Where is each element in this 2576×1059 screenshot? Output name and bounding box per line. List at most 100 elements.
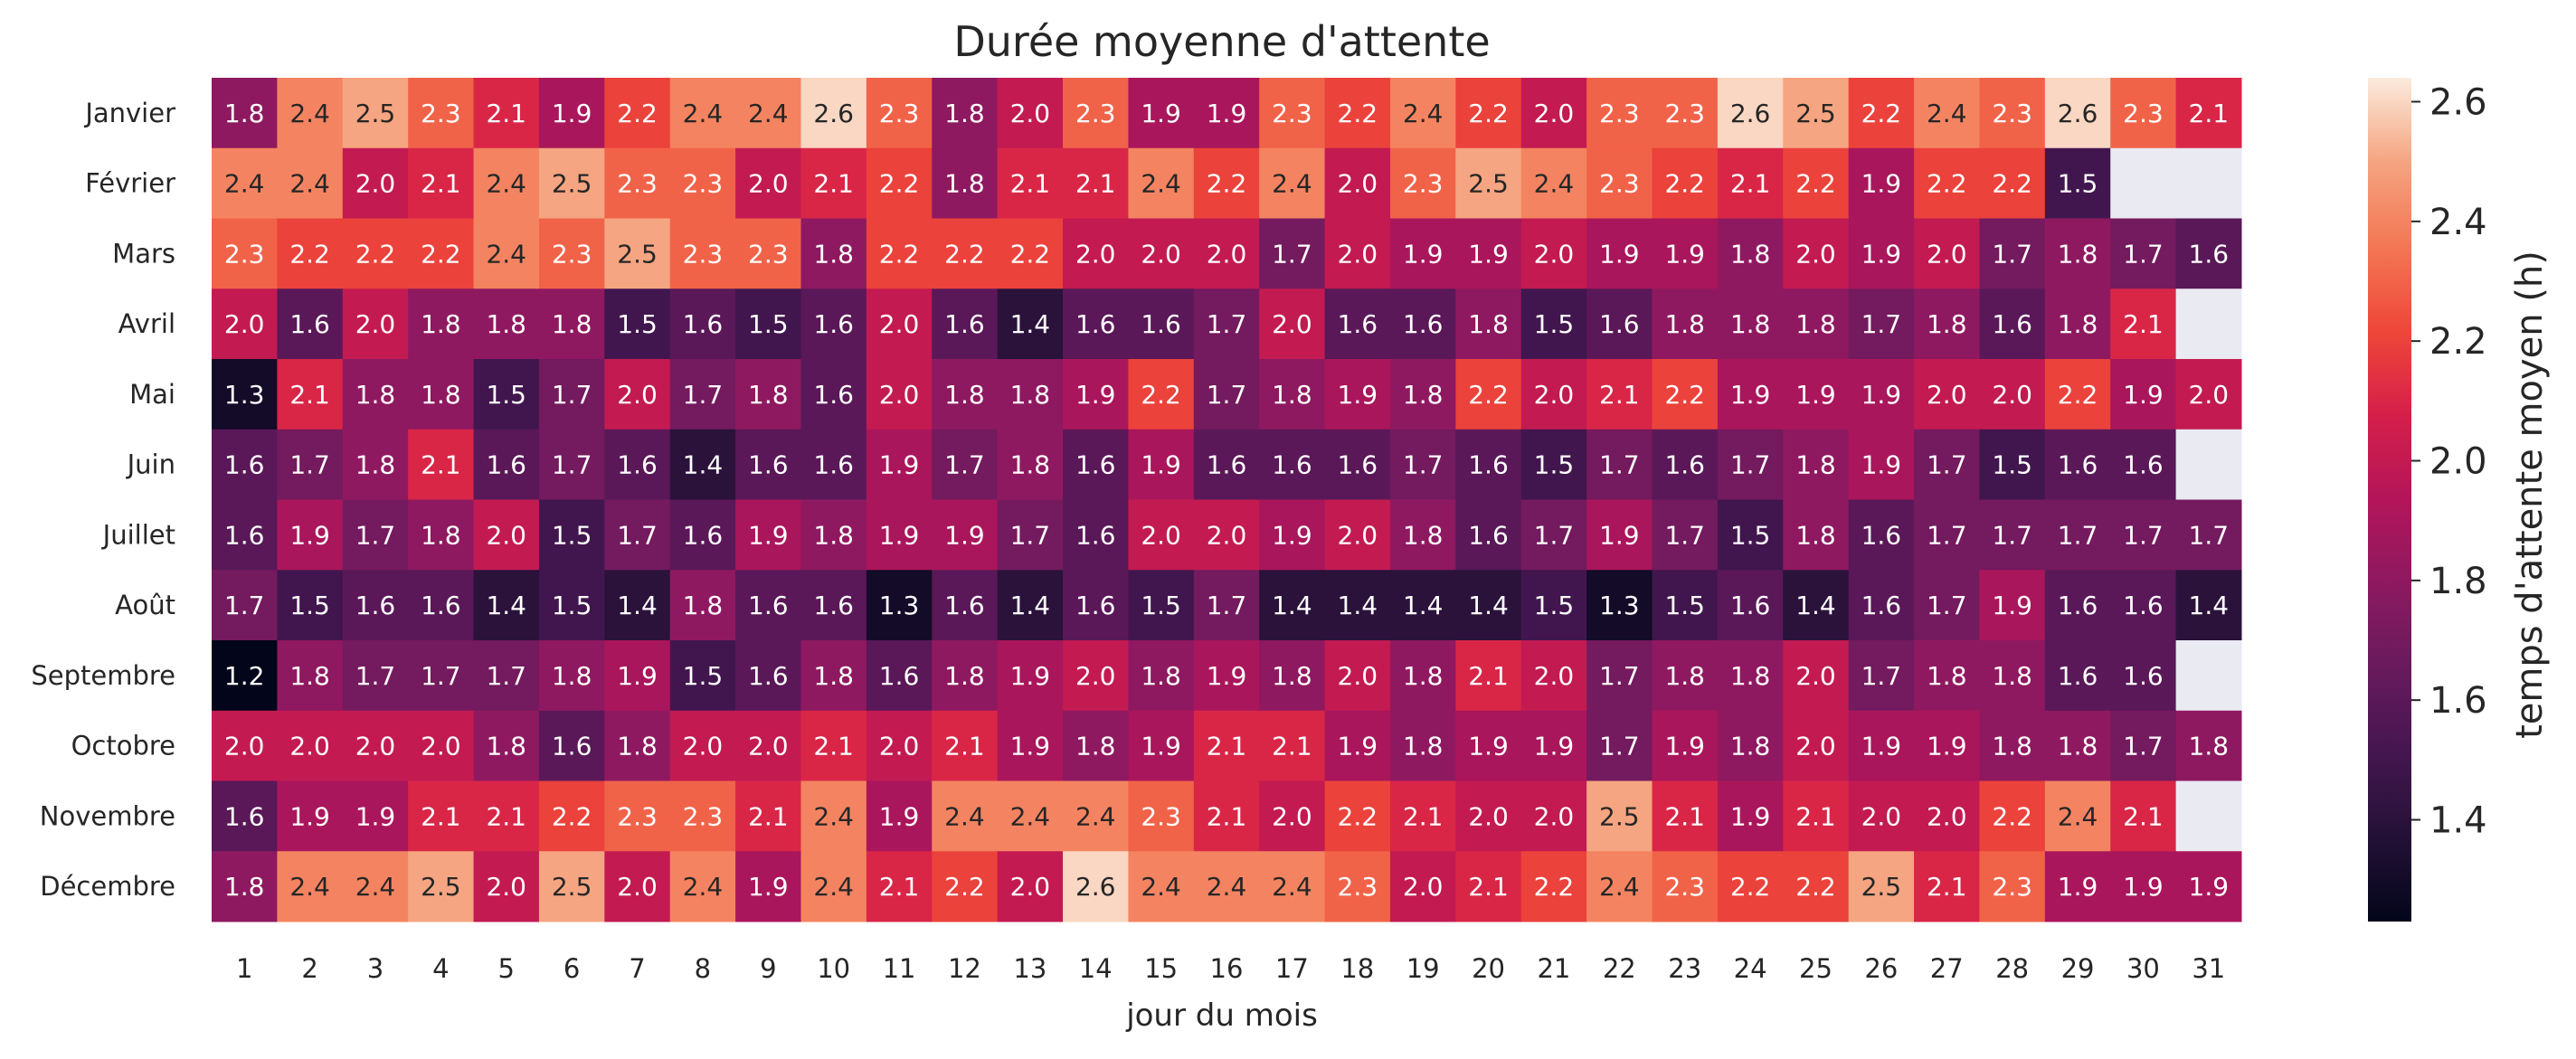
heatmap-cell-label: 1.9 (1861, 450, 1902, 480)
heatmap-cell-label: 1.5 (1141, 591, 1181, 620)
colorbar-tick-label: 1.4 (2429, 800, 2487, 842)
heatmap-cell (1389, 780, 1456, 852)
heatmap-cell (1848, 570, 1915, 641)
heatmap-cell-label: 1.6 (2123, 450, 2164, 480)
heatmap-cell (1652, 710, 1719, 781)
heatmap-cell-label: 2.0 (1534, 380, 1575, 410)
heatmap-cell-label: 1.9 (1141, 732, 1181, 761)
column-label: 9 (760, 953, 776, 984)
heatmap-cell (473, 288, 540, 360)
heatmap-cell-label: 1.5 (2058, 169, 2098, 199)
heatmap-cell (342, 570, 409, 641)
heatmap-cell (997, 359, 1064, 430)
heatmap-cell (800, 640, 867, 712)
heatmap-cell-label: 1.7 (1730, 450, 1771, 480)
heatmap-cell-label: 1.8 (355, 450, 396, 480)
heatmap-cell-label: 2.3 (1272, 99, 1312, 128)
heatmap-cell-label: 1.6 (1730, 591, 1771, 620)
heatmap-cell-label: 1.6 (1992, 309, 2032, 339)
heatmap-cell (1324, 78, 1391, 149)
heatmap-cell (1324, 851, 1391, 922)
heatmap-cell-label: 2.3 (421, 99, 461, 128)
heatmap-cell (1914, 570, 1980, 641)
heatmap-cell-label: 1.9 (1141, 99, 1181, 128)
heatmap-cell-label: 2.0 (486, 872, 526, 902)
heatmap-cell (1717, 218, 1784, 289)
heatmap-cell-label: 1.7 (1664, 520, 1705, 550)
heatmap-cell (669, 710, 736, 781)
heatmap-cell-label: 1.9 (1075, 380, 1116, 410)
heatmap-cell-label: 2.2 (879, 239, 920, 269)
heatmap-cell-label: 2.5 (421, 872, 461, 902)
heatmap-cell-label: 2.1 (2189, 99, 2230, 128)
heatmap-cell (604, 499, 671, 571)
heatmap-cell (277, 499, 344, 571)
heatmap-cell (538, 218, 605, 289)
heatmap-cell (2110, 359, 2177, 430)
heatmap-cell (1063, 499, 1129, 571)
heatmap-cell (669, 780, 736, 852)
heatmap-cell (1128, 359, 1195, 430)
heatmap-cell (342, 359, 409, 430)
heatmap-cell (800, 570, 867, 641)
heatmap-cell (277, 147, 344, 219)
heatmap-cell (1193, 499, 1260, 571)
heatmap-cell-label: 1.5 (748, 309, 789, 339)
heatmap-cell-label: 2.3 (879, 99, 920, 128)
heatmap-cell-label: 1.8 (1795, 450, 1836, 480)
heatmap-cell-label: 2.1 (486, 801, 526, 831)
heatmap-cell-label: 1.7 (2189, 520, 2230, 550)
heatmap-cell-label: 2.2 (552, 801, 592, 831)
heatmap-cell (1389, 640, 1456, 712)
heatmap-cell (1259, 359, 1326, 430)
heatmap-cell (2044, 570, 2111, 641)
heatmap-cell-label: 2.3 (1403, 169, 1444, 199)
heatmap-cell (1717, 288, 1784, 360)
heatmap-cell-label: 2.3 (1075, 99, 1116, 128)
heatmap-cell-label: 1.9 (944, 520, 985, 550)
heatmap-cell (1128, 710, 1195, 781)
heatmap-cell (1389, 218, 1456, 289)
heatmap-cell-label: 1.6 (748, 661, 789, 691)
heatmap-cell (1128, 147, 1195, 219)
heatmap-cell-label: 2.1 (879, 872, 920, 902)
heatmap-cell (932, 218, 999, 289)
heatmap-cell (1063, 78, 1129, 149)
heatmap-cell (1259, 429, 1326, 500)
heatmap-cell (1455, 288, 1522, 360)
heatmap-cell (342, 218, 409, 289)
heatmap-cell-label: 2.0 (1207, 520, 1247, 550)
heatmap-cell-label: 1.9 (2123, 380, 2164, 410)
heatmap-cell (1063, 147, 1129, 219)
heatmap-cell-label: 2.1 (1468, 872, 1509, 902)
heatmap-cell-label: 1.8 (1992, 661, 2032, 691)
heatmap-cell (1586, 359, 1653, 430)
heatmap-cell-label: 1.6 (944, 309, 985, 339)
heatmap-cell-label: 1.9 (1861, 239, 1902, 269)
heatmap-cell-label: 2.2 (355, 239, 396, 269)
heatmap-cell-label: 2.0 (1927, 239, 1967, 269)
heatmap-cell-label: 1.7 (1992, 520, 2032, 550)
heatmap-cell (800, 429, 867, 500)
heatmap-cell-label: 2.4 (1534, 169, 1575, 199)
heatmap-cell (1848, 710, 1915, 781)
heatmap-cell-label: 1.8 (2058, 309, 2098, 339)
heatmap-cell (1717, 780, 1784, 852)
heatmap-cell-label: 2.1 (1730, 169, 1771, 199)
heatmap-cell (1193, 780, 1260, 852)
heatmap-cell-label: 1.5 (1992, 450, 2032, 480)
heatmap-cell-label: 1.8 (421, 520, 461, 550)
heatmap-cell (1389, 359, 1456, 430)
heatmap-cell (1063, 640, 1129, 712)
heatmap-cell (932, 147, 999, 219)
heatmap-cell (1586, 288, 1653, 360)
heatmap-cell (735, 78, 801, 149)
heatmap-cell (866, 499, 933, 571)
heatmap-cell-label: 2.1 (1927, 872, 1967, 902)
heatmap-cell (1193, 640, 1260, 712)
heatmap-cell (2110, 640, 2177, 712)
column-label: 20 (1472, 953, 1505, 984)
heatmap-cell-label: 1.2 (224, 661, 265, 691)
heatmap-cell (1783, 851, 1850, 922)
heatmap-cell (408, 570, 475, 641)
